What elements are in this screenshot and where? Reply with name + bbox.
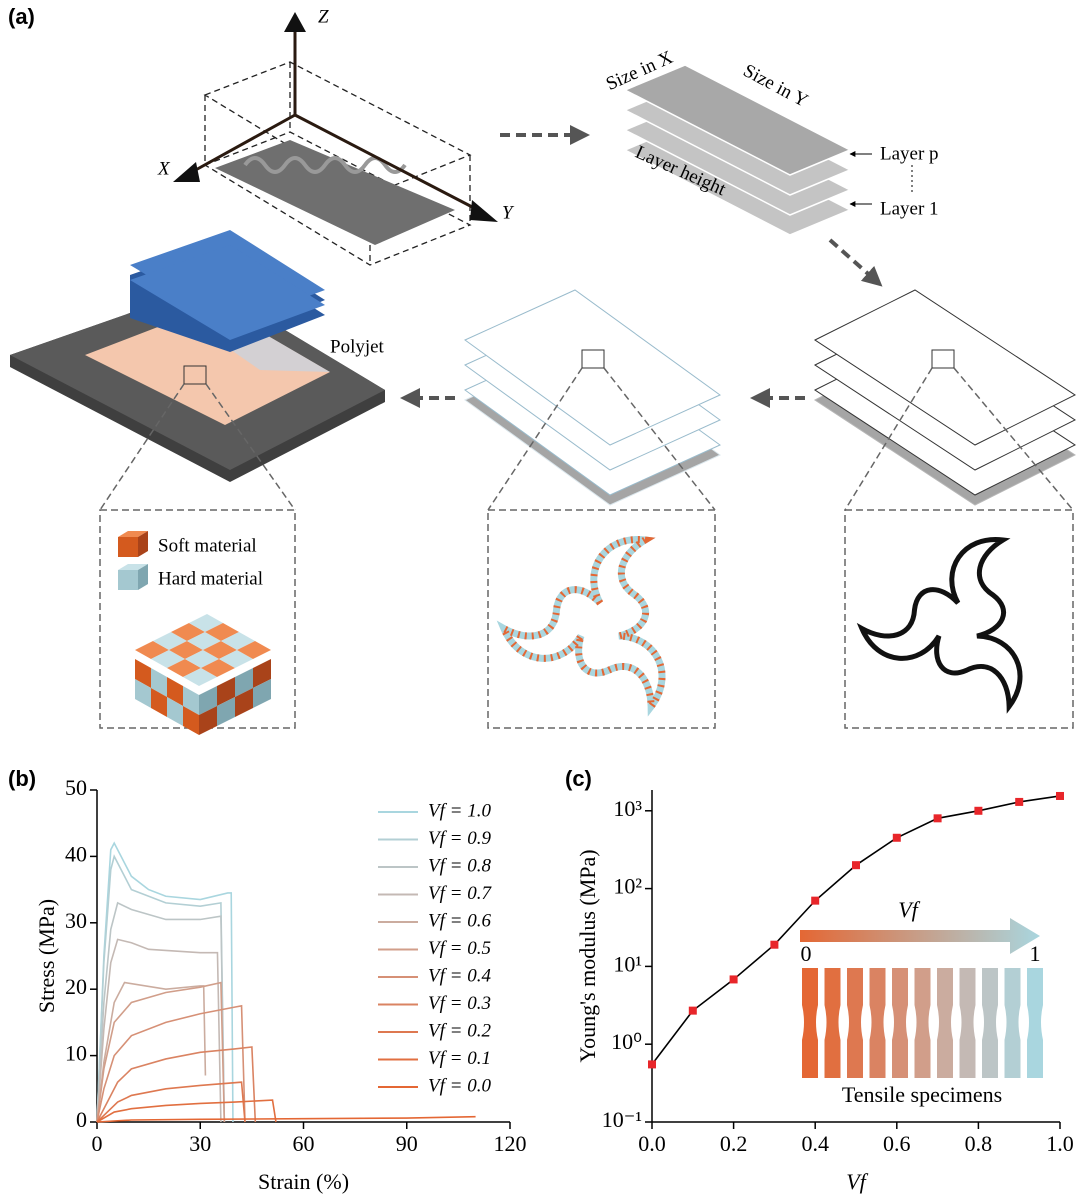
inset-arrow: [800, 918, 1040, 954]
axis-arrow: [470, 200, 498, 222]
inset-label: Vf: [898, 897, 920, 922]
data-line: [97, 983, 205, 1122]
data-point: [893, 834, 901, 842]
panel-label: (c): [565, 766, 592, 791]
legend-label: Vf = 0.8: [428, 855, 491, 876]
data-point: [1015, 798, 1023, 806]
x-tick-label: 1.0: [1046, 1131, 1074, 1156]
axis-name: Y: [502, 202, 515, 223]
y-tick-label: 40: [65, 841, 87, 866]
unit-cell-outline: [862, 540, 1020, 707]
tensile-specimen: [1027, 968, 1043, 1078]
axis-name: X: [157, 158, 171, 179]
data-line: [97, 939, 221, 1122]
data-point: [852, 861, 860, 869]
data-line: [97, 856, 224, 1122]
material-cubes: [118, 531, 148, 590]
x-axis-label: Strain (%): [258, 1169, 349, 1194]
tensile-specimen: [960, 968, 976, 1078]
material-label: Soft material: [158, 535, 257, 556]
tensile-specimen: [870, 968, 886, 1078]
legend-label: Vf = 0.7: [428, 883, 492, 904]
printer-label: Polyjet: [330, 336, 385, 357]
legend-label: Vf = 0.1: [428, 1048, 491, 1069]
tensile-specimen: [937, 968, 953, 1078]
axis-arrow: [173, 162, 200, 182]
legend-label: Vf = 0.3: [428, 993, 491, 1014]
unit-cell-outline: [504, 540, 662, 707]
data-point: [648, 1060, 656, 1068]
data-point: [934, 814, 942, 822]
x-tick-label: 0.8: [965, 1131, 993, 1156]
inset-label: 0: [801, 941, 812, 966]
tensile-specimen: [825, 968, 841, 1078]
y-tick-label: 20: [65, 974, 87, 999]
panel-label: (a): [8, 4, 35, 29]
material-label: Hard material: [158, 568, 263, 589]
y-tick-label: 10³: [613, 796, 642, 821]
axis-arrow: [284, 12, 306, 32]
printer: [10, 230, 385, 482]
legend-label: Vf = 0.4: [428, 965, 491, 986]
data-point: [811, 897, 819, 905]
material-layers: [465, 290, 720, 505]
y-tick-label: 10⁻¹: [602, 1107, 642, 1132]
y-tick-label: 0: [76, 1107, 87, 1132]
x-tick-label: 0.2: [720, 1131, 748, 1156]
y-tick-label: 10¹: [613, 951, 642, 976]
x-tick-label: 30: [189, 1131, 211, 1156]
inset-caption: Tensile specimens: [842, 1082, 1002, 1107]
panel-label: (b): [8, 766, 36, 791]
x-axis-label: Vf: [846, 1169, 868, 1194]
checker-block: [135, 614, 271, 735]
legend-label: Vf = 1.0: [428, 800, 491, 821]
data-line: [97, 1117, 476, 1122]
flow-arrow: [830, 240, 875, 280]
axis-name: Z: [318, 6, 329, 27]
y-tick-label: 30: [65, 908, 87, 933]
x-tick-label: 0.4: [801, 1131, 829, 1156]
x-tick-label: 0: [92, 1131, 103, 1156]
layer-label: Layer p: [880, 143, 939, 164]
legend-label: Vf = 0.2: [428, 1020, 491, 1041]
tensile-specimen: [802, 968, 818, 1078]
y-tick-label: 50: [65, 775, 87, 800]
y-axis-label: Young's modulus (MPa): [575, 849, 600, 1062]
legend-label: Vf = 0.6: [428, 910, 491, 931]
x-tick-label: 120: [494, 1131, 527, 1156]
data-point: [689, 1007, 697, 1015]
data-point: [730, 975, 738, 983]
data-point: [770, 941, 778, 949]
tensile-specimen: [1005, 968, 1021, 1078]
y-tick-label: 10⁰: [611, 1029, 642, 1054]
bitmap-layers: [815, 290, 1075, 505]
layer-label: Layer 1: [880, 198, 939, 219]
data-point: [1056, 792, 1064, 800]
x-tick-label: 90: [396, 1131, 418, 1156]
y-tick-label: 10²: [613, 874, 642, 899]
x-tick-label: 60: [293, 1131, 315, 1156]
tensile-specimen: [982, 968, 998, 1078]
data-line: [97, 843, 233, 1122]
y-tick-label: 10: [65, 1041, 87, 1066]
x-tick-label: 0.6: [883, 1131, 911, 1156]
x-tick-label: 0.0: [638, 1131, 666, 1156]
figure: (a) (b) (c) Z X Y Size in X Size in Y La…: [0, 0, 1077, 1201]
tensile-specimen: [892, 968, 908, 1078]
legend-label: Vf = 0.0: [428, 1075, 491, 1096]
tensile-specimen: [847, 968, 863, 1078]
y-axis-label: Stress (MPa): [34, 899, 59, 1013]
legend-label: Vf = 0.5: [428, 938, 491, 959]
inset-label: 1: [1030, 941, 1041, 966]
data-point: [974, 807, 982, 815]
tensile-specimen: [915, 968, 931, 1078]
legend-label: Vf = 0.9: [428, 828, 491, 849]
unit-cells: [504, 540, 1020, 707]
